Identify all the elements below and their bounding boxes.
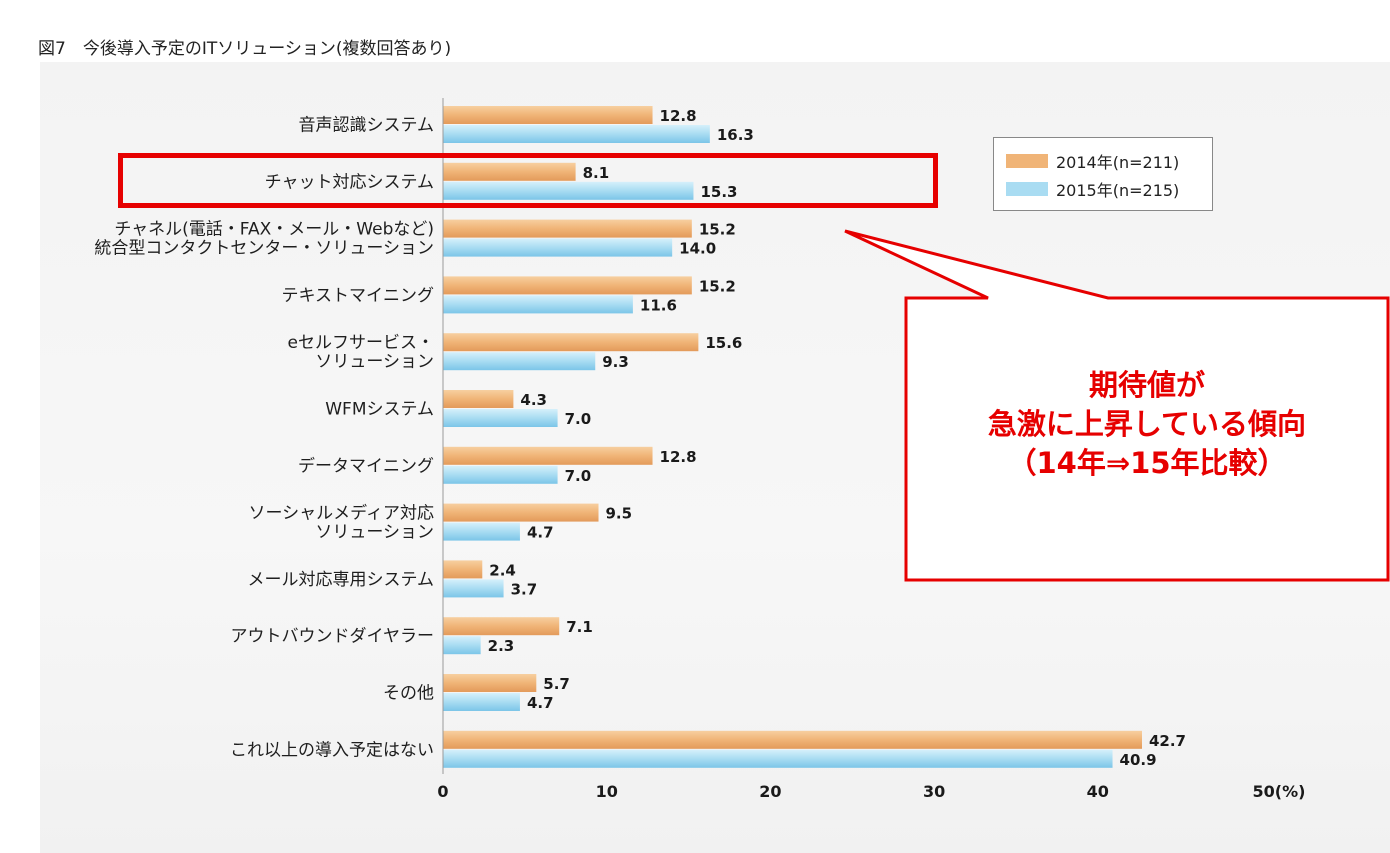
value-label: 2.4 xyxy=(489,561,516,579)
bar-2014 xyxy=(443,390,514,408)
value-label: 4.3 xyxy=(520,391,547,409)
value-label: 15.2 xyxy=(699,277,736,295)
bar-2015 xyxy=(443,352,596,371)
category-label: チャネル(電話・FAX・メール・Webなど) xyxy=(114,220,434,240)
x-tick-label: 20 xyxy=(759,782,781,801)
value-label: 15.6 xyxy=(705,334,742,352)
bar-2014 xyxy=(443,446,653,465)
value-label: 9.5 xyxy=(606,505,633,523)
bar-2014 xyxy=(443,560,483,579)
category-label: WFMシステム xyxy=(325,400,434,420)
bar-2014 xyxy=(443,333,699,352)
figure-title: 図7 今後導入予定のITソリューション(複数回答あり) xyxy=(38,39,452,59)
value-label: 7.0 xyxy=(565,467,592,485)
value-label: 4.7 xyxy=(527,524,554,542)
bar-2014 xyxy=(443,617,560,636)
value-label: 3.7 xyxy=(511,580,538,598)
value-label: 9.3 xyxy=(602,353,629,371)
value-label: 8.1 xyxy=(583,164,610,182)
x-tick-label: 50(%) xyxy=(1253,782,1306,801)
chart-legend: 2014年(n=211) 2015年(n=215) xyxy=(993,137,1213,211)
value-label: 11.6 xyxy=(640,296,677,314)
bar-2015 xyxy=(443,465,558,484)
category-label: ソリューション xyxy=(315,523,434,543)
category-label: アウトバウンドダイヤラー xyxy=(231,627,435,647)
bar-2015 xyxy=(443,693,520,711)
value-label: 14.0 xyxy=(679,240,716,258)
value-label: 7.0 xyxy=(565,410,592,428)
callout-line-3: （14年⇒15年比較） xyxy=(1007,446,1287,480)
category-label: その他 xyxy=(383,684,434,704)
legend-swatch-2014 xyxy=(1006,154,1048,168)
bar-2015 xyxy=(443,125,710,143)
category-label: 統合型コンタクトセンター・ソリューション xyxy=(94,239,434,259)
bar-2015 xyxy=(443,749,1113,768)
value-label: 7.1 xyxy=(566,618,593,636)
category-label: 音声認識システム xyxy=(299,116,435,136)
bar-2015 xyxy=(443,522,520,541)
category-label: チャット対応システム xyxy=(265,172,434,192)
bar-2015 xyxy=(443,181,694,200)
legend-label-2014: 2014年(n=211) xyxy=(1056,153,1180,172)
category-label: eセルフサービス・ xyxy=(288,333,434,353)
value-label: 42.7 xyxy=(1149,732,1186,750)
bar-2014 xyxy=(443,162,576,181)
legend-swatch-2015 xyxy=(1006,182,1048,196)
category-label: これ以上の導入予定はない xyxy=(230,740,434,760)
value-label: 15.2 xyxy=(699,221,736,239)
category-label: テキストマイニング xyxy=(282,286,435,306)
bar-2014 xyxy=(443,106,653,124)
legend-item-2014: 2014年(n=211) xyxy=(1006,150,1179,172)
value-label: 2.3 xyxy=(488,637,515,655)
callout-text: 期待値が 急激に上昇している傾向 （14年⇒15年比較） xyxy=(906,366,1388,483)
bar-2014 xyxy=(443,730,1142,749)
value-label: 40.9 xyxy=(1120,751,1157,769)
category-label: ソリューション xyxy=(315,352,434,372)
value-label: 16.3 xyxy=(717,126,754,144)
value-label: 12.8 xyxy=(660,107,697,125)
category-label: メール対応専用システム xyxy=(248,570,435,590)
x-tick-label: 40 xyxy=(1087,782,1109,801)
category-label: データマイニング xyxy=(298,455,434,476)
legend-item-2015: 2015年(n=215) xyxy=(1006,178,1179,200)
bar-2014 xyxy=(443,503,599,522)
category-label: ソーシャルメディア対応 xyxy=(249,503,434,524)
bar-2015 xyxy=(443,636,481,655)
callout-line-2: 急激に上昇している傾向 xyxy=(987,407,1307,441)
value-label: 4.7 xyxy=(527,694,554,712)
x-tick-label: 0 xyxy=(437,782,448,801)
bar-2014 xyxy=(443,674,537,692)
bar-2015 xyxy=(443,238,673,257)
callout-line-1: 期待値が xyxy=(1088,368,1205,402)
x-tick-label: 10 xyxy=(596,782,618,801)
bar-2015 xyxy=(443,295,633,314)
x-tick-label: 30 xyxy=(923,782,945,801)
value-label: 5.7 xyxy=(543,675,570,693)
value-label: 15.3 xyxy=(700,183,737,201)
bar-2014 xyxy=(443,219,692,238)
bar-2014 xyxy=(443,276,692,295)
bar-2015 xyxy=(443,579,504,598)
legend-label-2015: 2015年(n=215) xyxy=(1056,181,1180,200)
value-label: 12.8 xyxy=(660,448,697,466)
highlight-frame xyxy=(118,153,938,208)
bar-2015 xyxy=(443,409,558,427)
